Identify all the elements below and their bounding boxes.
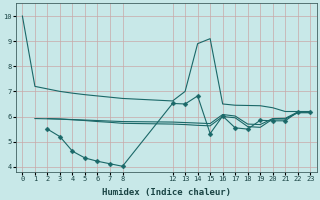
X-axis label: Humidex (Indice chaleur): Humidex (Indice chaleur) — [102, 188, 231, 197]
